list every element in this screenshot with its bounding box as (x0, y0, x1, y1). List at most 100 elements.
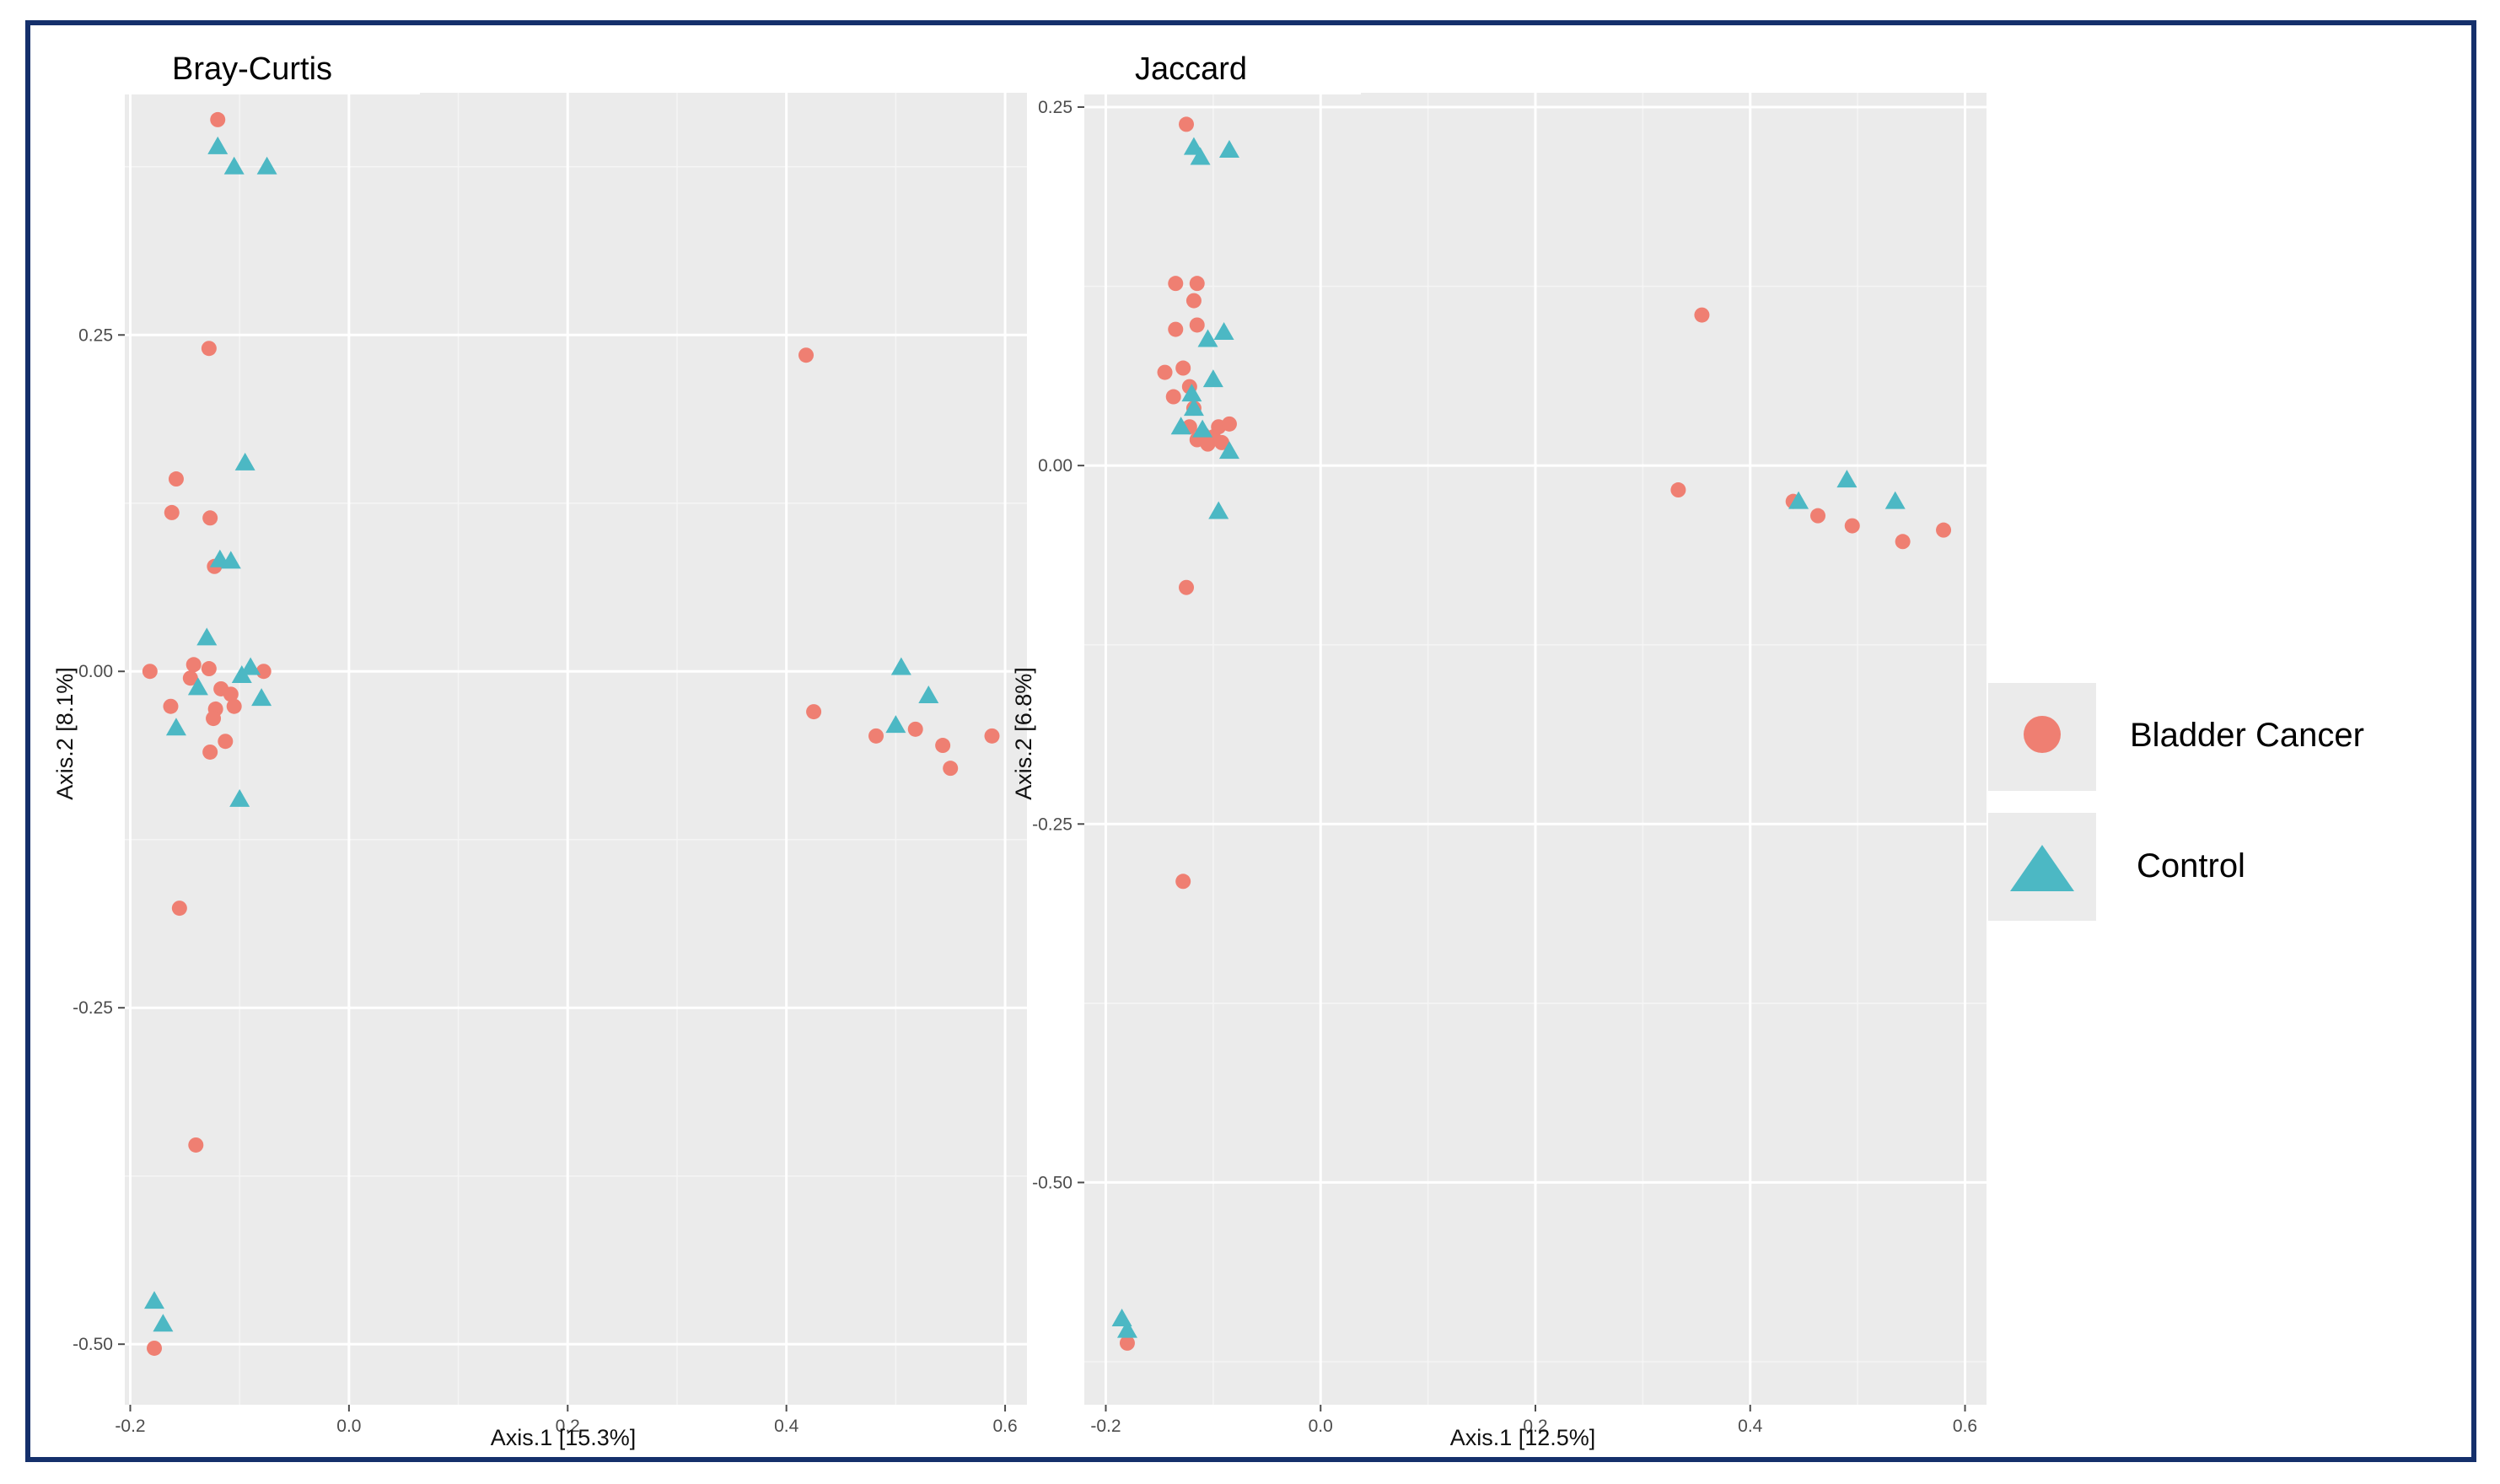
bladder-cancer-point (163, 698, 179, 714)
bladder-cancer-point (142, 664, 158, 680)
bladder-cancer-point (147, 1340, 163, 1356)
x-tick-label: -0.2 (1090, 1417, 1121, 1436)
title-strip (125, 42, 420, 94)
control-point (1116, 1320, 1137, 1338)
control-point (256, 156, 277, 175)
figure-frame: Bray-Curtis -0.2 0.0 0.2 0.4 0.6 0.25 0.00 -0.… (25, 20, 2476, 1462)
bladder-cancer-legend-symbol (2024, 716, 2061, 753)
control-point (223, 156, 245, 175)
y-tick-label: -0.50 (1032, 1173, 1073, 1192)
control-point (1208, 501, 1229, 519)
bladder-cancer-point (806, 704, 822, 720)
x-tick-label: 0.6 (992, 1417, 1017, 1436)
control-point (1884, 491, 1906, 509)
control-point (196, 627, 218, 646)
bladder-cancer-point (1936, 522, 1952, 538)
control-point (153, 1314, 174, 1332)
bladder-cancer-point (1165, 389, 1181, 405)
bladder-cancer-point (1810, 508, 1826, 524)
control-point (1213, 321, 1234, 340)
x-axis-label: Axis.1 [15.3%] (491, 1425, 637, 1450)
bladder-cancer-point (1175, 874, 1191, 890)
title-strip (1084, 42, 1361, 94)
bladder-cancer-point (1157, 364, 1173, 380)
legend: Bladder Cancer Control (1988, 683, 2364, 921)
bladder-cancer-point (1119, 1335, 1135, 1351)
bladder-cancer-point (206, 711, 222, 727)
control-point (144, 1291, 165, 1309)
control-point (229, 788, 250, 807)
bladder-cancer-point (1670, 482, 1686, 498)
bladder-cancer-point (1200, 436, 1216, 452)
y-axis-label: Axis.2 [6.8%] (1011, 667, 1036, 800)
bladder-cancer-point (168, 471, 184, 487)
bladder-cancer-point (226, 698, 242, 714)
control-point (1170, 417, 1191, 435)
bladder-cancer-point (218, 734, 234, 750)
pcoa-figure: Bray-Curtis -0.2 0.0 0.2 0.4 0.6 0.25 0.00 -0.… (52, 42, 2364, 1450)
bladder-cancer-point (171, 901, 187, 917)
control-point (1218, 441, 1239, 460)
control-point (187, 677, 208, 696)
x-tick-label: -0.2 (115, 1417, 145, 1436)
bladder-cancer-point (1168, 321, 1184, 337)
control-point (890, 657, 911, 675)
x-tick-label: 0.4 (1738, 1417, 1763, 1436)
control-point (1788, 491, 1809, 509)
bladder-cancer-point (984, 728, 1000, 744)
bladder-cancer-point (798, 347, 815, 363)
bladder-cancer-point (868, 728, 884, 744)
bladder-cancer-point (1189, 276, 1205, 292)
y-tick-label: -0.50 (73, 1335, 113, 1354)
bladder-cancer-point (202, 744, 218, 760)
bladder-cancer-point (1895, 534, 1911, 550)
control-point (1218, 140, 1239, 159)
x-tick-label: 0.4 (774, 1417, 799, 1436)
x-axis-label: Axis.1 [12.5%] (1450, 1425, 1596, 1450)
bladder-cancer-point (255, 664, 272, 680)
bladder-cancer-point (1214, 434, 1230, 450)
bladder-cancer-point (1168, 276, 1184, 292)
control-point (1190, 147, 1211, 165)
y-axis-label: Axis.2 [8.1%] (52, 667, 78, 800)
control-legend-symbol (2010, 845, 2074, 891)
y-tick-label: -0.25 (73, 998, 113, 1018)
bladder-cancer-point (201, 341, 217, 357)
plot-background (125, 93, 1027, 1405)
x-tick-label: 0.0 (1309, 1417, 1333, 1436)
control-point (918, 685, 939, 703)
bladder-cancer-point (185, 657, 202, 673)
y-tick-label: 0.00 (78, 662, 113, 681)
bladder-cancer-point (182, 670, 198, 686)
control-point (885, 715, 906, 734)
panel-title: Jaccard (1135, 51, 1247, 87)
bladder-cancer-point (164, 504, 180, 520)
control-point (1202, 369, 1223, 388)
y-tick-label: 0.00 (1038, 456, 1073, 476)
control-point (165, 718, 186, 736)
bladder-cancer-point (1185, 293, 1202, 309)
bladder-cancer-point (201, 661, 217, 677)
y-tick-label: -0.25 (1032, 815, 1073, 834)
y-tick-label: 0.25 (1038, 98, 1073, 117)
bladder-cancer-point (1189, 317, 1205, 333)
y-tick-label: 0.25 (78, 325, 113, 345)
control-point (234, 452, 255, 470)
control-point (1836, 470, 1858, 488)
panel-title: Bray-Curtis (172, 51, 332, 87)
control-point (251, 688, 272, 707)
bladder-cancer-point (1179, 579, 1195, 595)
legend-label-bladder-cancer: Bladder Cancer (2130, 717, 2364, 754)
bladder-cancer-point (188, 1137, 204, 1153)
bladder-cancer-point (1175, 360, 1191, 376)
bladder-cancer-point (1694, 307, 1710, 323)
control-point (1192, 419, 1213, 438)
bladder-cancer-point (1179, 116, 1195, 132)
control-point (1183, 398, 1204, 417)
control-point (1181, 384, 1202, 402)
control-point (207, 136, 228, 154)
bladder-cancer-point (202, 510, 218, 526)
x-tick-label: 0.6 (1953, 1417, 1977, 1436)
bladder-cancer-point (223, 686, 239, 702)
bladder-cancer-point (210, 111, 226, 127)
